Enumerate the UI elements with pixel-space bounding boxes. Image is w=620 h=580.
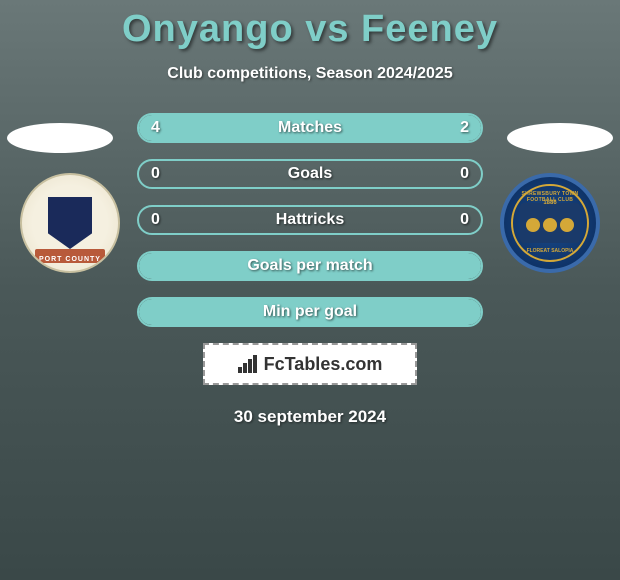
crest-right-inner: SHREWSBURY TOWN FOOTBALL CLUB 1886 FLORE… — [511, 184, 589, 262]
page-title: Onyango vs Feeney — [0, 0, 620, 51]
crest-right-bottom-text: FLOREAT SALOPIA — [527, 248, 574, 254]
stat-row: 4 Matches 2 — [137, 113, 483, 143]
brand-name: FcTables.com — [264, 354, 383, 375]
stat-label: Min per goal — [263, 303, 357, 321]
stat-label: Matches — [278, 119, 342, 137]
date-text: 30 september 2024 — [0, 407, 620, 427]
brand-logo[interactable]: FcTables.com — [203, 343, 417, 385]
club-crest-left: PORT COUNTY — [20, 173, 120, 273]
stat-label: Goals — [288, 165, 332, 183]
club-crest-right: SHREWSBURY TOWN FOOTBALL CLUB 1886 FLORE… — [500, 173, 600, 273]
stat-label: Hattricks — [276, 211, 344, 229]
stat-value-left: 0 — [151, 165, 160, 183]
stat-label: Goals per match — [247, 257, 372, 275]
stat-value-right: 0 — [460, 165, 469, 183]
stat-value-right: 0 — [460, 211, 469, 229]
stat-value-left: 4 — [151, 119, 160, 137]
stat-row: Goals per match — [137, 251, 483, 281]
bar-chart-icon — [238, 355, 260, 373]
crest-left-label: PORT COUNTY — [39, 256, 101, 263]
stat-row: Min per goal — [137, 297, 483, 327]
crest-right-lions — [526, 218, 574, 232]
crest-right-year: 1886 — [543, 200, 556, 206]
stat-row: 0 Goals 0 — [137, 159, 483, 189]
player-right-avatar — [507, 123, 613, 153]
stat-row: 0 Hattricks 0 — [137, 205, 483, 235]
player-left-avatar — [7, 123, 113, 153]
stat-value-left: 0 — [151, 211, 160, 229]
subtitle: Club competitions, Season 2024/2025 — [0, 65, 620, 83]
stat-value-right: 2 — [460, 119, 469, 137]
